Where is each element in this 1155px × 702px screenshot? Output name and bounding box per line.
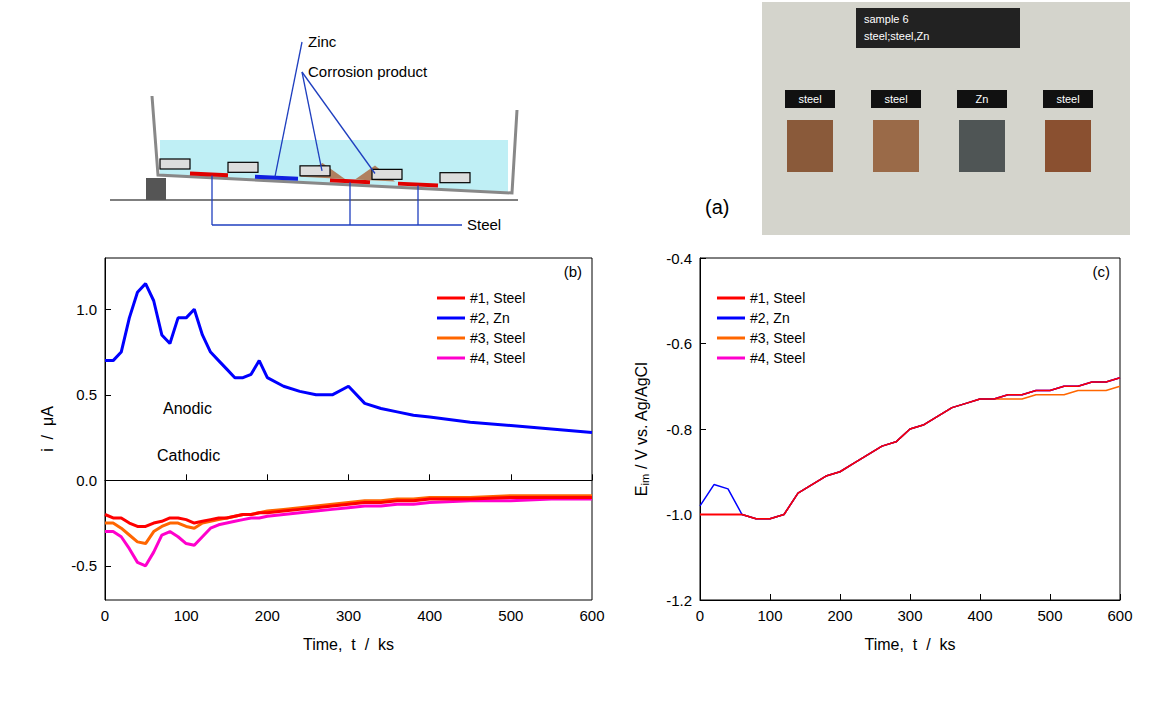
svg-text:steel: steel — [798, 93, 821, 105]
svg-text:#1, Steel: #1, Steel — [470, 290, 525, 306]
svg-text:Time, t / ks: Time, t / ks — [865, 636, 956, 653]
svg-text:-0.6: -0.6 — [666, 335, 692, 352]
svg-text:Anodic: Anodic — [163, 400, 212, 417]
svg-text:-1.2: -1.2 — [666, 592, 692, 609]
svg-text:100: 100 — [174, 607, 199, 624]
svg-text:0: 0 — [101, 607, 109, 624]
svg-text:/ V vs. Ag/AgCl: / V vs. Ag/AgCl — [633, 362, 650, 473]
svg-text:(b): (b) — [564, 263, 582, 280]
svg-text:#4, Steel: #4, Steel — [470, 350, 525, 366]
svg-text:#3, Steel: #3, Steel — [470, 330, 525, 346]
svg-text:600: 600 — [579, 607, 604, 624]
svg-text:1.0: 1.0 — [76, 301, 97, 318]
svg-text:#4, Steel: #4, Steel — [750, 350, 805, 366]
svg-text:600: 600 — [1107, 607, 1132, 624]
svg-text:#3, Steel: #3, Steel — [750, 330, 805, 346]
svg-text:300: 300 — [336, 607, 361, 624]
svg-text:100: 100 — [757, 607, 782, 624]
svg-text:0: 0 — [696, 607, 704, 624]
svg-text:-0.4: -0.4 — [666, 250, 692, 267]
svg-text:(c): (c) — [1093, 263, 1111, 280]
svg-text:400: 400 — [417, 607, 442, 624]
svg-text:Corrosion product: Corrosion product — [308, 63, 428, 80]
svg-text:Steel: Steel — [467, 216, 501, 233]
svg-text:#2, Zn: #2, Zn — [750, 310, 790, 326]
svg-text:E: E — [633, 485, 650, 496]
svg-text:sample 6: sample 6 — [864, 13, 909, 25]
svg-text:(a): (a) — [705, 196, 729, 218]
svg-text:#2, Zn: #2, Zn — [470, 310, 510, 326]
svg-text:-0.8: -0.8 — [666, 421, 692, 438]
svg-text:#1, Steel: #1, Steel — [750, 290, 805, 306]
svg-text:im: im — [639, 474, 651, 486]
svg-text:steel: steel — [884, 93, 907, 105]
svg-text:500: 500 — [498, 607, 523, 624]
svg-text:Zinc: Zinc — [308, 33, 337, 50]
svg-text:Cathodic: Cathodic — [157, 447, 220, 464]
svg-text:steel: steel — [1056, 93, 1079, 105]
svg-text:200: 200 — [255, 607, 280, 624]
svg-text:400: 400 — [967, 607, 992, 624]
svg-text:200: 200 — [827, 607, 852, 624]
svg-text:Time, t / ks: Time, t / ks — [303, 636, 394, 653]
svg-text:-1.0: -1.0 — [666, 506, 692, 523]
svg-text:500: 500 — [1037, 607, 1062, 624]
svg-text:0.5: 0.5 — [76, 386, 97, 403]
svg-text:300: 300 — [897, 607, 922, 624]
svg-text:i / μA: i / μA — [39, 406, 56, 452]
svg-text:0.0: 0.0 — [76, 472, 97, 489]
svg-text:-0.5: -0.5 — [71, 557, 97, 574]
svg-text:steel;steel,Zn: steel;steel,Zn — [864, 30, 929, 42]
svg-text:Zn: Zn — [976, 93, 989, 105]
